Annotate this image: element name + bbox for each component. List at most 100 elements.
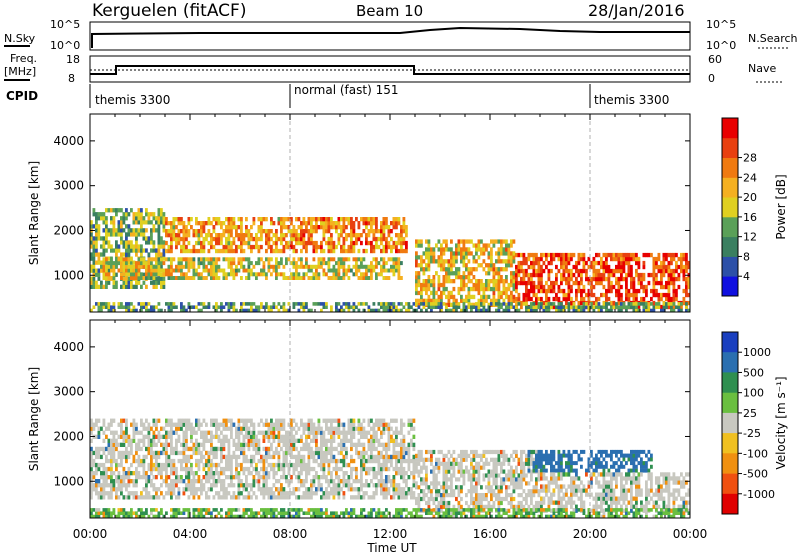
echo-cell (167, 434, 171, 439)
echo-cell (450, 247, 453, 252)
echo-cell (230, 229, 233, 234)
echo-cell (420, 457, 423, 462)
echo-cell (515, 272, 518, 278)
echo-cell (107, 261, 111, 266)
echo-cell (395, 430, 398, 435)
echo-cell (460, 485, 463, 490)
echo-cell (157, 454, 161, 460)
echo-cell (315, 487, 318, 492)
echo-cell (215, 426, 218, 431)
echo-cell (570, 305, 573, 309)
echo-cell (287, 479, 291, 484)
echo-cell (325, 491, 328, 496)
echo-cell (392, 221, 396, 226)
echo-cell (672, 272, 676, 278)
echo-cell (557, 308, 561, 313)
echo-cell (257, 225, 261, 230)
echo-cell (430, 255, 433, 260)
echo-cell (185, 471, 188, 476)
echo-cell (272, 430, 276, 435)
echo-cell (425, 477, 428, 482)
echo-cell (422, 305, 426, 309)
echo-cell (377, 483, 381, 488)
echo-cell (442, 290, 446, 296)
echo-cell (117, 261, 121, 266)
echo-cell (167, 257, 171, 262)
echo-cell (592, 260, 596, 266)
echo-cell (530, 296, 533, 302)
echo-cell (367, 276, 371, 280)
echo-cell (357, 491, 361, 496)
echo-cell (532, 308, 536, 313)
echo-cell (507, 243, 511, 248)
echo-cell (532, 292, 536, 298)
echo-cell (510, 279, 513, 284)
echo-cell (307, 462, 311, 468)
echo-cell (420, 286, 423, 292)
echo-cell (260, 475, 263, 480)
echo-cell (157, 272, 161, 277)
echo-cell (405, 229, 408, 234)
echo-cell (682, 276, 686, 282)
echo-cell (337, 426, 341, 431)
echo-cell (607, 264, 611, 270)
echo-cell (377, 466, 381, 472)
echo-cell (330, 422, 333, 427)
echo-cell (145, 426, 148, 431)
echo-cell (340, 308, 343, 313)
echo-cell (422, 267, 426, 272)
echo-cell (632, 256, 636, 262)
echo-cell (415, 298, 418, 303)
echo-cell (515, 296, 518, 302)
echo-cell (315, 442, 318, 447)
echo-cell (387, 446, 391, 452)
echo-cell (300, 229, 303, 234)
echo-cell (385, 248, 388, 254)
echo-cell (277, 430, 281, 435)
echo-cell (242, 434, 246, 439)
echo-cell (352, 466, 356, 472)
echo-cell (442, 477, 446, 482)
echo-cell (390, 462, 393, 468)
echo-cell (335, 221, 338, 226)
echo-cell (427, 286, 431, 292)
echo-cell (392, 305, 396, 309)
echo-cell (177, 487, 181, 492)
echo-cell (467, 294, 471, 300)
echo-cell (210, 422, 213, 427)
echo-cell (475, 267, 478, 272)
echo-cell (305, 244, 308, 250)
echo-cell (492, 298, 496, 303)
echo-cell (687, 300, 691, 306)
echo-cell (105, 426, 108, 431)
echo-cell (202, 475, 206, 480)
echo-cell (230, 225, 233, 230)
echo-cell (395, 462, 398, 468)
echo-cell (320, 302, 323, 306)
echo-cell (500, 294, 503, 300)
echo-cell (442, 453, 446, 458)
echo-cell (105, 216, 108, 221)
echo-cell (297, 264, 301, 269)
echo-cell (187, 268, 191, 273)
echo-cell (135, 471, 138, 476)
echo-cell (495, 282, 498, 288)
echo-cell (647, 305, 651, 309)
echo-cell (382, 479, 386, 484)
echo-cell (497, 290, 501, 296)
echo-cell (450, 259, 453, 264)
echo-cell (225, 276, 228, 280)
echo-cell (135, 272, 138, 277)
echo-cell (650, 272, 653, 278)
echo-cell (422, 279, 426, 284)
echo-cell (527, 296, 531, 302)
echo-cell (425, 298, 428, 303)
echo-cell (520, 300, 523, 306)
echo-cell (152, 248, 156, 253)
echo-cell (635, 268, 638, 274)
echo-cell (392, 240, 396, 246)
echo-cell (102, 244, 106, 249)
echo-cell (267, 426, 271, 431)
echo-cell (265, 236, 268, 242)
echo-cell (245, 495, 248, 500)
